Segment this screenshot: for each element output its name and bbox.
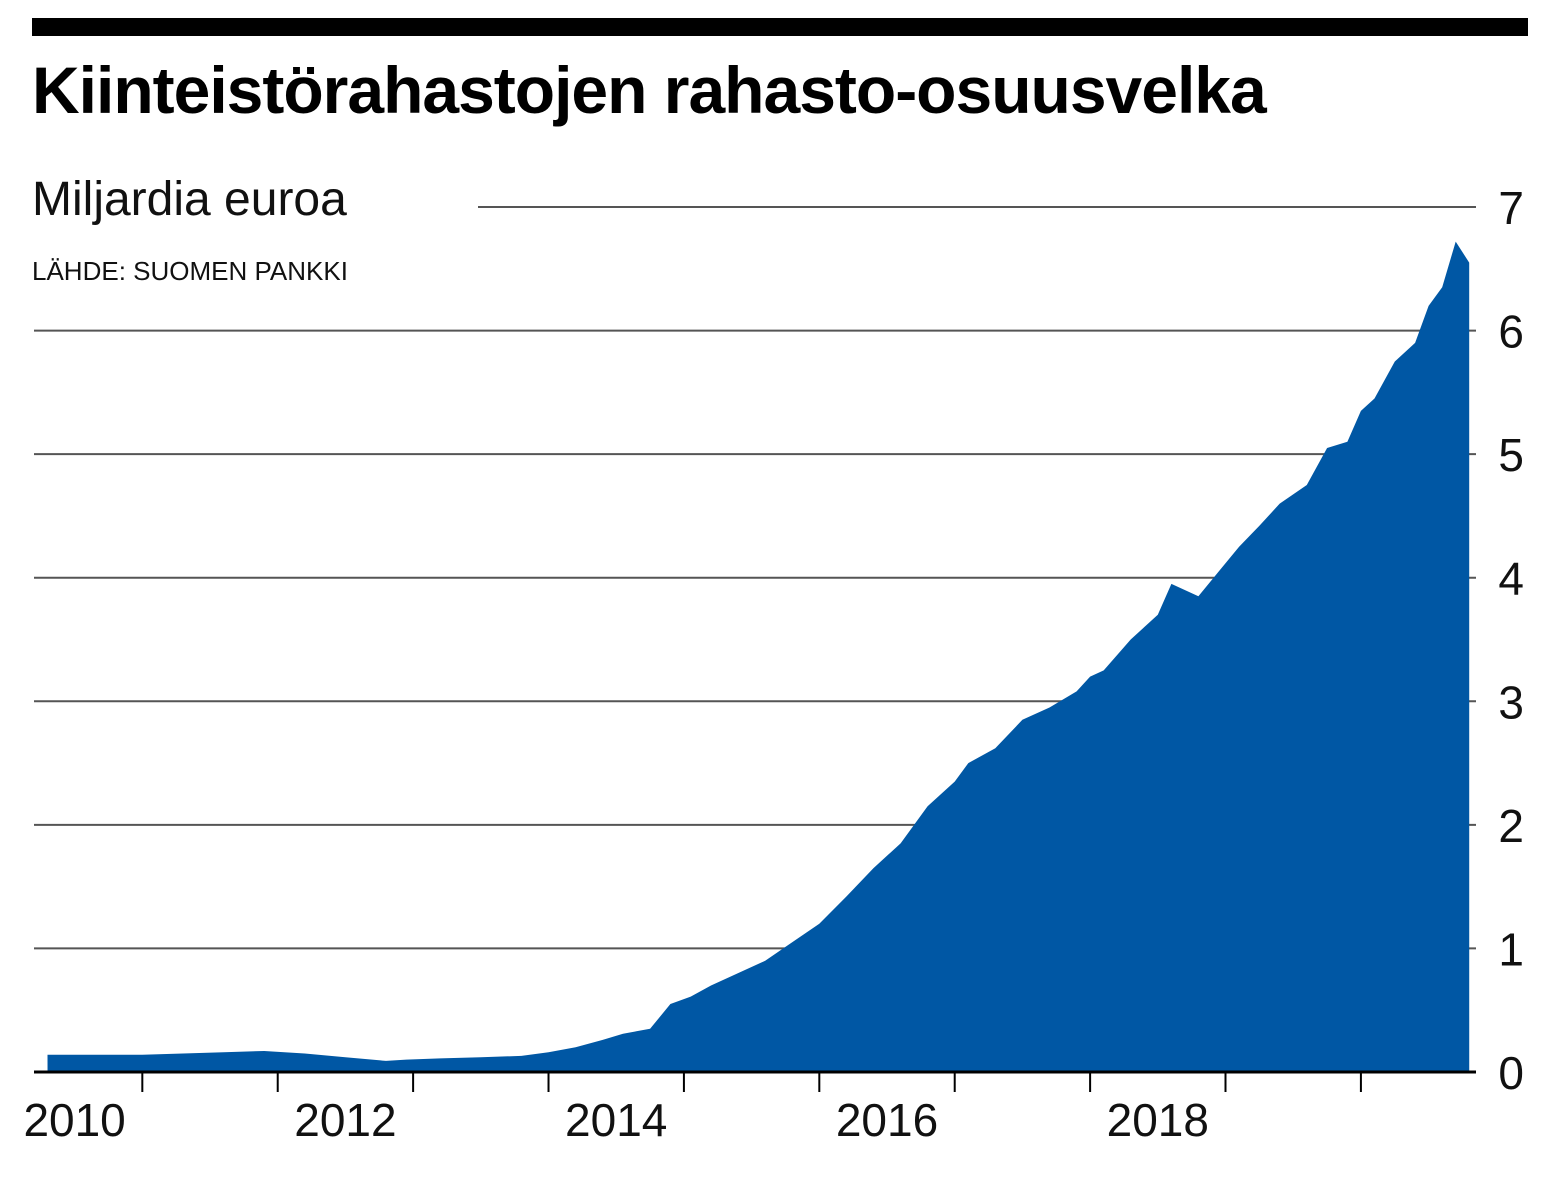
chart-subtitle: Miljardia euroa xyxy=(32,173,347,226)
top-rule xyxy=(32,18,1528,36)
x-tick-labels: 2010 2012 2014 2016 2018 xyxy=(23,1094,1209,1146)
x-axis xyxy=(34,1070,1476,1092)
x-tick-label-2016: 2016 xyxy=(836,1094,938,1146)
chart-source: LÄHDE: SUOMEN PANKKI xyxy=(32,256,348,286)
y-tick-labels: 0 1 2 3 4 5 6 7 xyxy=(1498,182,1524,1099)
y-tick-label-6: 6 xyxy=(1498,306,1524,358)
y-tick-label-5: 5 xyxy=(1498,429,1524,481)
x-tick-label-2014: 2014 xyxy=(565,1094,667,1146)
area-series xyxy=(47,241,1470,1073)
y-tick-label-2: 2 xyxy=(1498,800,1524,852)
area-layer xyxy=(47,241,1470,1073)
y-tick-label-4: 4 xyxy=(1498,553,1524,605)
chart-title: Kiinteistörahastojen rahasto-osuusvelka xyxy=(32,53,1267,127)
y-tick-label-7: 7 xyxy=(1498,182,1524,234)
x-tick-label-2010: 2010 xyxy=(23,1094,125,1146)
x-tick-label-2018: 2018 xyxy=(1107,1094,1209,1146)
y-tick-label-1: 1 xyxy=(1498,923,1524,975)
x-tick-label-2012: 2012 xyxy=(294,1094,396,1146)
y-tick-label-3: 3 xyxy=(1498,676,1524,728)
y-tick-label-0: 0 xyxy=(1498,1047,1524,1099)
